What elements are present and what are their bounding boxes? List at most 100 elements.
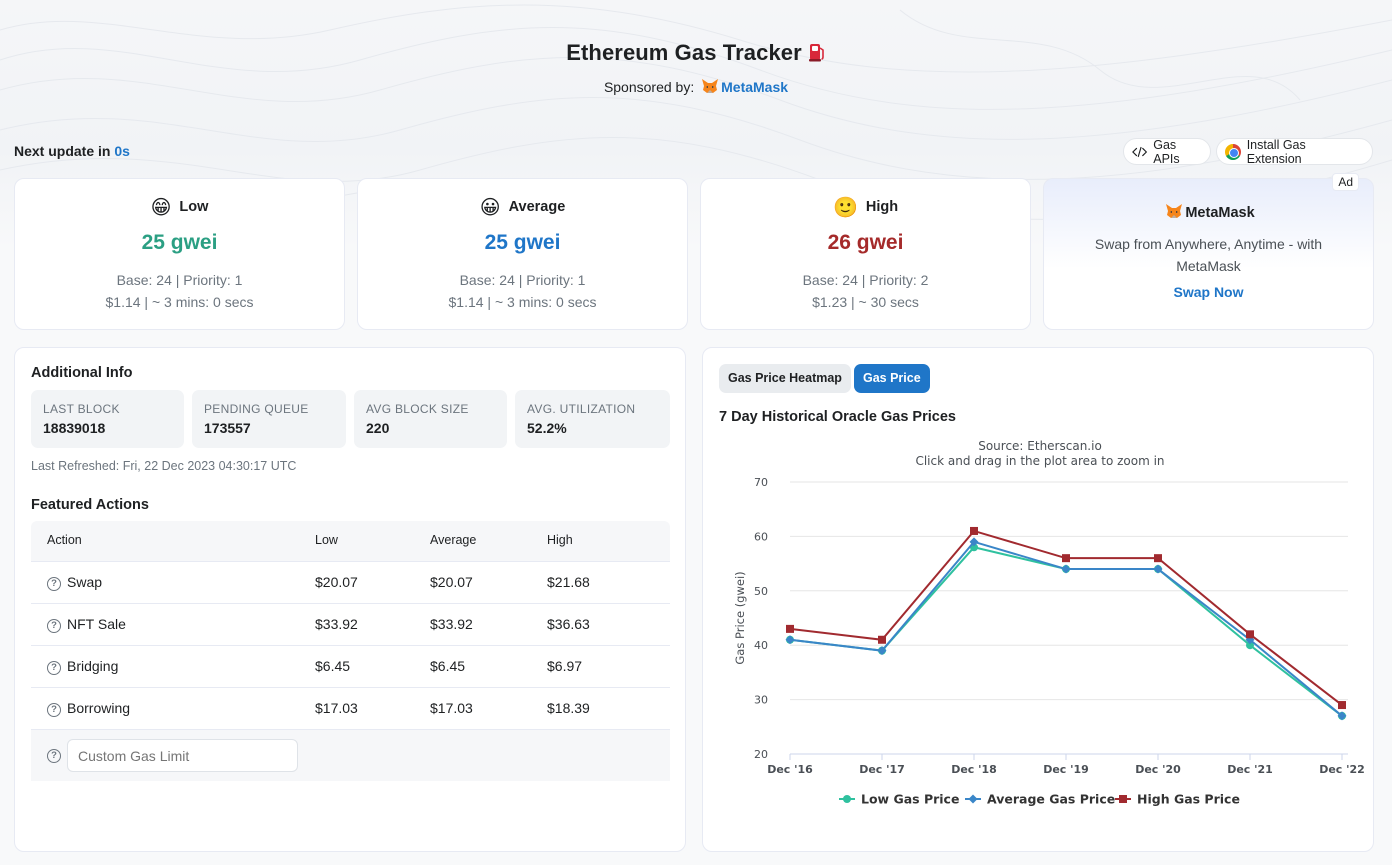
metamask-fox-icon — [702, 79, 719, 93]
next-update-countdown: 0s — [114, 143, 130, 159]
chart-subtitle: Source: Etherscan.io — [978, 439, 1102, 453]
chrome-icon — [1225, 143, 1241, 160]
x-tick-label: Dec '18 — [951, 763, 997, 776]
action-name: Bridging — [67, 658, 119, 674]
cost-high: $21.68 — [547, 574, 590, 590]
gas-card-label: High — [865, 199, 899, 215]
data-point — [1246, 630, 1254, 639]
stat-label: LAST BLOCK — [43, 402, 120, 416]
y-axis-label: Gas Price (gwei) — [733, 571, 747, 664]
question-icon[interactable]: ? — [47, 749, 61, 763]
question-icon[interactable]: ? — [47, 703, 61, 717]
custom-gas-limit-input[interactable] — [67, 739, 298, 772]
additional-info-title: Additional Info — [31, 365, 133, 381]
metamask-ad-card[interactable]: Ad MetaMask Swap from Anywhere, Anytime … — [1043, 173, 1374, 330]
stat-avg-utilization: AVG. UTILIZATION 52.2% — [515, 390, 670, 448]
data-point — [1246, 641, 1254, 650]
y-tick-label: 50 — [754, 585, 768, 598]
y-tick-label: 60 — [754, 530, 768, 543]
stat-avg-block-size: AVG BLOCK SIZE 220 — [354, 390, 507, 448]
cost-high: $6.97 — [547, 658, 583, 674]
slight-smile-icon: 🙂 — [832, 195, 858, 219]
last-refreshed: Last Refreshed: Fri, 22 Dec 2023 04:30:1… — [31, 459, 297, 473]
legend-item[interactable]: Low Gas Price — [839, 792, 959, 807]
sponsor-line: Sponsored by: MetaMask — [0, 78, 1392, 95]
column-header-action: Action — [47, 533, 82, 547]
gas-card-label: Average — [508, 199, 566, 215]
featured-actions-table: Action Low Average High ? Swap $20.07 $20… — [31, 521, 670, 781]
question-icon[interactable]: ? — [47, 577, 61, 591]
gas-cost: $1.14 | ~ 3 mins: 0 secs — [105, 294, 254, 310]
x-tick-label: Dec '16 — [767, 763, 813, 776]
stat-label: AVG. UTILIZATION — [527, 402, 636, 416]
legend-label: Average Gas Price — [987, 792, 1115, 807]
column-header-high: High — [547, 533, 573, 547]
gas-cost: $1.23 | ~ 30 secs — [812, 294, 919, 310]
cost-high: $18.39 — [547, 700, 590, 716]
action-name: Swap — [67, 574, 103, 590]
legend-label: Low Gas Price — [861, 792, 959, 807]
y-tick-label: 30 — [754, 694, 768, 707]
install-extension-button[interactable]: Install Gas Extension — [1216, 138, 1373, 166]
column-header-low: Low — [315, 533, 338, 547]
metamask-fox-icon — [1166, 204, 1183, 218]
table-row: ? Borrowing $17.03 $17.03 $18.39 — [31, 687, 670, 729]
stat-label: PENDING QUEUE — [204, 402, 309, 416]
data-point — [1154, 554, 1162, 563]
ad-title: MetaMask — [1044, 203, 1373, 221]
gas-apis-label: Gas APIs — [1153, 137, 1180, 166]
chart-title: 7 Day Historical Oracle Gas Prices — [719, 409, 956, 425]
legend-item[interactable]: High Gas Price — [1115, 792, 1240, 807]
cost-average: $33.92 — [430, 616, 473, 632]
stat-pending-queue: PENDING QUEUE 173557 — [192, 390, 346, 448]
tab-gas-price-heatmap[interactable]: Gas Price Heatmap — [719, 364, 851, 393]
stat-label: AVG BLOCK SIZE — [366, 402, 469, 416]
data-point — [1061, 564, 1071, 574]
question-icon[interactable]: ? — [47, 661, 61, 675]
grinning-face-icon: 😁 — [150, 195, 172, 219]
gas-breakdown: Base: 24 | Priority: 1 — [116, 272, 243, 288]
data-point — [1337, 711, 1347, 721]
tab-gas-price[interactable]: Gas Price — [854, 364, 930, 393]
question-icon[interactable]: ? — [47, 619, 61, 633]
data-point — [878, 635, 886, 644]
cost-high: $36.63 — [547, 616, 590, 632]
table-header: Action Low Average High — [31, 521, 670, 561]
gas-card-high: 🙂 High 26 gwei Base: 24 | Priority: 2 $1.2… — [700, 178, 1031, 330]
chart-subtitle-hint: Click and drag in the plot area to zoom … — [915, 454, 1164, 468]
cost-low: $17.03 — [315, 700, 358, 716]
legend-item[interactable]: Average Gas Price — [965, 792, 1115, 807]
next-update-label: Next update in — [14, 143, 111, 159]
next-update: Next update in 0s — [14, 143, 130, 159]
y-tick-label: 20 — [754, 748, 768, 761]
table-row: ? Bridging $6.45 $6.45 $6.97 — [31, 645, 670, 687]
data-point — [969, 537, 979, 547]
data-point — [970, 526, 978, 535]
y-tick-label: 70 — [754, 476, 768, 489]
cost-average: $6.45 — [430, 658, 466, 674]
gas-apis-button[interactable]: Gas APIs — [1123, 137, 1211, 166]
code-icon — [1132, 146, 1148, 157]
ad-badge: Ad — [1332, 173, 1359, 191]
gas-pump-icon — [808, 44, 824, 62]
gas-price-low: 25 gwei — [141, 231, 218, 254]
stat-value: 52.2% — [527, 420, 567, 436]
table-row: ? NFT Sale $33.92 $33.92 $36.63 — [31, 603, 670, 645]
x-tick-label: Dec '17 — [859, 763, 905, 776]
cost-low: $33.92 — [315, 616, 358, 632]
x-tick-label: Dec '19 — [1043, 763, 1089, 776]
stat-value[interactable]: 18839018 — [43, 420, 106, 436]
gas-card-low: 😁 Low 25 gwei Base: 24 | Priority: 1 $1.14… — [14, 178, 345, 330]
sponsor-metamask-link[interactable]: MetaMask — [721, 79, 789, 95]
data-point — [1062, 554, 1070, 563]
x-tick-label: Dec '20 — [1135, 763, 1181, 776]
swap-now-link[interactable]: Swap Now — [1173, 284, 1244, 300]
gas-price-line-chart[interactable]: Source: Etherscan.io Click and drag in t… — [703, 348, 1375, 818]
cost-average: $17.03 — [430, 700, 473, 716]
x-tick-label: Dec '21 — [1227, 763, 1273, 776]
custom-gas-row: ? — [31, 729, 670, 781]
data-point — [785, 635, 795, 645]
stat-value: 220 — [366, 420, 390, 436]
cost-low: $20.07 — [315, 574, 358, 590]
page-header: Ethereum Gas Tracker Sponsored by: MetaM… — [0, 40, 1392, 95]
